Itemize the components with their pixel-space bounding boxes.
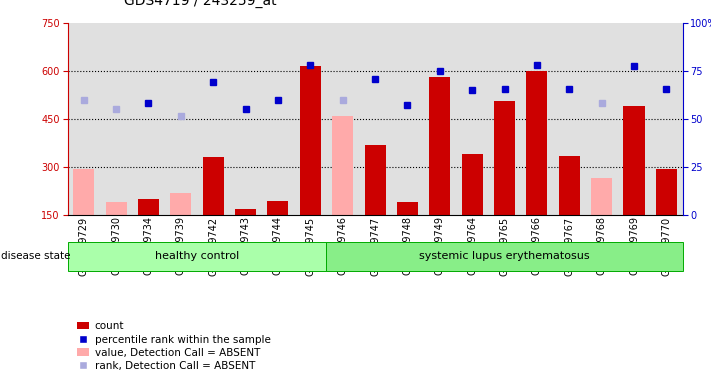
Bar [365, 145, 385, 215]
Bar [429, 78, 450, 215]
Text: healthy control: healthy control [155, 251, 239, 262]
Bar [624, 106, 645, 215]
Bar [235, 209, 256, 215]
Bar [138, 199, 159, 215]
Bar [494, 101, 515, 215]
FancyBboxPatch shape [326, 242, 683, 271]
Bar [461, 154, 483, 215]
Bar [332, 116, 353, 215]
Bar [526, 71, 547, 215]
Bar [171, 193, 191, 215]
Legend: count, percentile rank within the sample, value, Detection Call = ABSENT, rank, : count, percentile rank within the sample… [73, 317, 274, 375]
Text: systemic lupus erythematosus: systemic lupus erythematosus [419, 251, 590, 262]
Bar [267, 200, 289, 215]
Bar [591, 178, 612, 215]
FancyBboxPatch shape [68, 242, 326, 271]
Bar [73, 169, 95, 215]
Bar [105, 202, 127, 215]
Bar [559, 156, 579, 215]
Bar [397, 202, 418, 215]
Text: GDS4719 / 243259_at: GDS4719 / 243259_at [124, 0, 277, 8]
Bar [203, 157, 224, 215]
Bar [300, 66, 321, 215]
Bar [656, 169, 677, 215]
Text: disease state: disease state [1, 251, 71, 262]
